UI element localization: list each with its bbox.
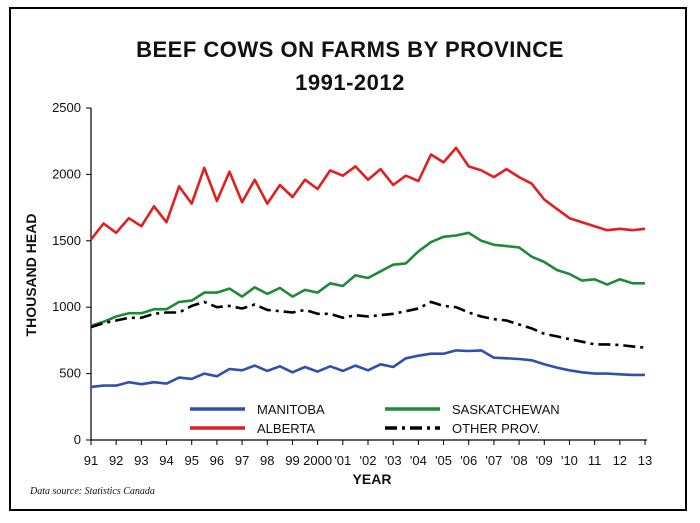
legend-label-alberta: ALBERTA xyxy=(257,421,315,436)
data-source-note: Data source: Statistics Canada xyxy=(30,486,155,497)
x-tick-label: 11 xyxy=(588,453,602,468)
y-tick-label: 500 xyxy=(59,366,81,381)
series-line-saskatchewan xyxy=(90,231,645,328)
chart-title: BEEF COWS ON FARMS BY PROVINCE xyxy=(136,37,564,62)
chart-subtitle: 1991-2012 xyxy=(295,70,405,95)
x-tick-label: 96 xyxy=(210,453,224,468)
y-tick-label: 2500 xyxy=(52,100,81,115)
series-lines xyxy=(89,146,646,389)
series-line-other-prov xyxy=(90,300,646,349)
series-line-alberta xyxy=(89,146,646,241)
x-axis-title: YEAR xyxy=(353,471,392,487)
x-tick-label: '05 xyxy=(435,453,452,468)
axes: 0 500 1000 1500 2000 2500 91 92 93 94 95 96 97 98 99 20… xyxy=(52,100,652,468)
x-tick-label: '07 xyxy=(485,453,502,468)
y-tick-label: 1000 xyxy=(52,299,81,314)
x-tick-label: '08 xyxy=(511,453,528,468)
x-tick-label: 2000 xyxy=(303,453,332,468)
x-tick-label: 91 xyxy=(84,453,98,468)
x-tick-label: 97 xyxy=(235,453,249,468)
x-tick-label: 13 xyxy=(638,453,652,468)
x-tick-label: 94 xyxy=(159,453,173,468)
y-tick-label: 2000 xyxy=(52,166,81,181)
y-tick-label: 0 xyxy=(74,432,81,447)
x-tick-label: 93 xyxy=(134,453,148,468)
x-tick-label: '03 xyxy=(385,453,402,468)
legend-label-saskatchewan: SASKATCHEWAN xyxy=(452,402,560,417)
legend: MANITOBA SASKATCHEWAN ALBERTA OTHER PROV. xyxy=(190,402,560,436)
x-tick-label: '06 xyxy=(460,453,477,468)
legend-label-other-prov: OTHER PROV. xyxy=(452,421,540,436)
x-tick-label: 99 xyxy=(285,453,299,468)
x-tick-label: '04 xyxy=(410,453,427,468)
x-tick-label: '09 xyxy=(536,453,553,468)
y-tick-label: 1500 xyxy=(52,233,81,248)
x-tick-label: 98 xyxy=(260,453,274,468)
y-axis-title: THOUSAND HEAD xyxy=(23,214,39,337)
x-tick-label: '02 xyxy=(360,453,377,468)
chart-frame xyxy=(9,7,687,511)
x-tick-label: 95 xyxy=(184,453,198,468)
x-tick-label: 12 xyxy=(613,453,627,468)
series-line-manitoba xyxy=(90,349,645,389)
x-tick-label: '01 xyxy=(334,453,351,468)
legend-label-manitoba: MANITOBA xyxy=(257,402,325,417)
x-tick-label: 92 xyxy=(109,453,123,468)
x-tick-label: '10 xyxy=(561,453,578,468)
